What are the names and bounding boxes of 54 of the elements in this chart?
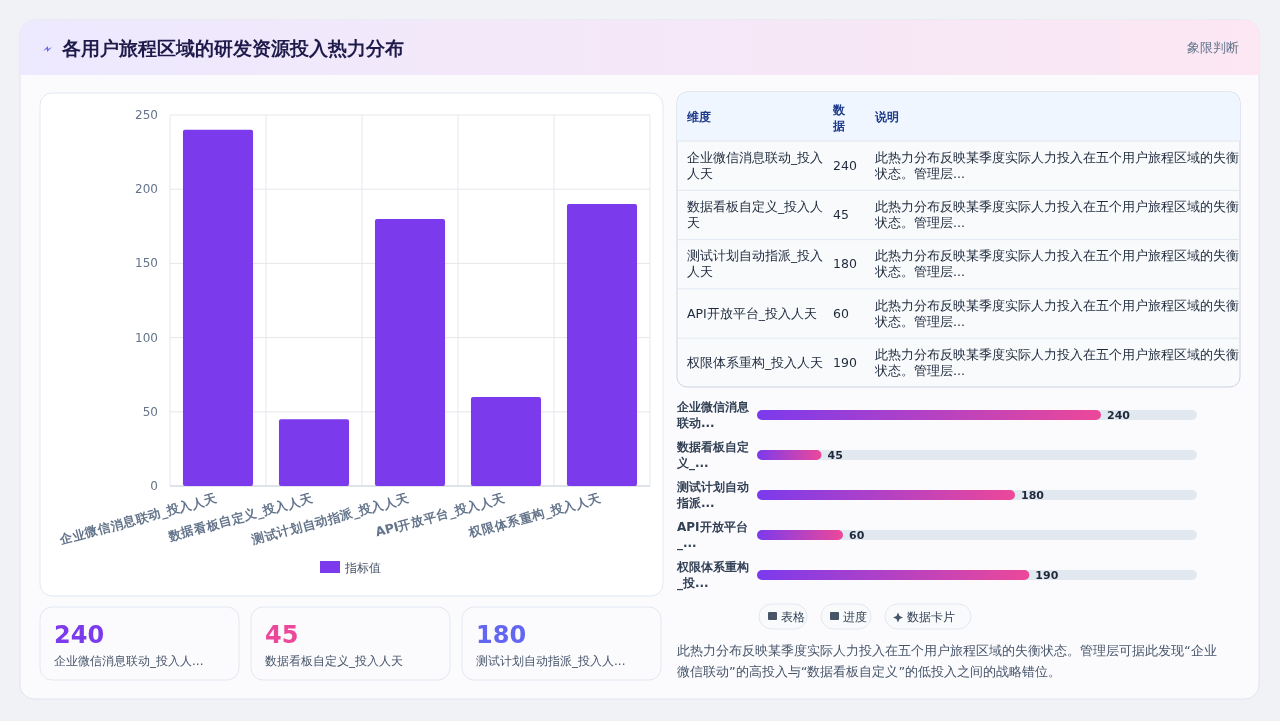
category-label: 数据看板自定义_投入人天 — [265, 654, 403, 668]
chart-title: 各用户旅程区域的研发资源投入热力分布 — [62, 37, 404, 59]
text: 此热力分布反映某季度实际人力投入在五个用户旅程区域的失衡状态。管理层可据此发现“企业微信联动”的高投入与“数据看板自定义”的低投入之间的战略错位。 — [677, 643, 1217, 679]
text: 此热力分布反映某季度实际人力投入在五个用户旅程区域的失衡状态。管理层... — [874, 149, 1239, 181]
data-label: 180 — [1021, 489, 1045, 502]
category-label: 企业微信消息联动_投入人天 — [687, 149, 824, 181]
y-tick-label: 权限体系重构_投... — [676, 560, 749, 591]
text: 维度 — [686, 110, 711, 124]
text: 数据卡片 — [907, 610, 955, 624]
data-label: 45 — [833, 206, 849, 222]
text: 进度 — [843, 610, 867, 624]
text: 象限判断 — [1187, 40, 1239, 55]
category-label: 数据看板自定义_投入人天 — [687, 198, 824, 230]
data-label: 45 — [827, 449, 843, 462]
text: 说明 — [874, 110, 899, 124]
bar — [182, 129, 254, 486]
category-label: 测试计划自动指派_投入人... — [476, 654, 626, 668]
y-tick-label: 100 — [135, 330, 158, 345]
bar — [757, 450, 822, 460]
data-label: 60 — [849, 529, 865, 542]
text: 此热力分布反映某季度实际人力投入在五个用户旅程区域的失衡状态。管理层... — [874, 198, 1239, 230]
data-label: 180 — [833, 256, 857, 272]
y-tick-label: API开放平台_... — [677, 520, 748, 551]
text: 此热力分布反映某季度实际人力投入在五个用户旅程区域的失衡状态。管理层... — [874, 248, 1239, 280]
text: 此热力分布反映某季度实际人力投入在五个用户旅程区域的失衡状态。管理层... — [874, 346, 1239, 378]
y-tick-label: 0 — [150, 479, 158, 493]
bar — [566, 204, 638, 486]
y-tick-label: 数据看板自定义_... — [676, 440, 749, 471]
data-label: 240 — [54, 621, 105, 649]
data-label: 45 — [265, 621, 299, 649]
data-label: 180 — [476, 621, 527, 649]
data-label: 190 — [833, 354, 857, 370]
data-label: 60 — [833, 305, 849, 321]
category-label: API开放平台_投入人天 — [687, 305, 818, 321]
category-label: 测试计划自动指派_投入人天 — [687, 248, 824, 280]
y-tick-label: 200 — [135, 182, 158, 197]
bar — [278, 419, 350, 486]
y-tick-label: 50 — [142, 404, 158, 419]
data-label: 190 — [1035, 569, 1059, 582]
y-tick-label: 企业微信消息联动... — [676, 400, 750, 430]
bar — [470, 396, 542, 486]
bar — [374, 218, 446, 486]
y-tick-label: 150 — [135, 256, 158, 271]
y-tick-label: 250 — [135, 108, 158, 122]
data-label: 240 — [1107, 409, 1131, 422]
category-label: 企业微信消息联动_投入人... — [54, 654, 204, 668]
legend-label: 指标值 — [344, 561, 381, 575]
text: 表格 — [781, 610, 805, 624]
text: 数据 — [832, 103, 846, 133]
category-label: 权限体系重构_投入人天 — [686, 354, 824, 370]
data-label: 240 — [833, 157, 857, 173]
y-tick-label: 测试计划自动指派... — [676, 480, 749, 510]
bar — [757, 530, 843, 540]
text: 此热力分布反映某季度实际人力投入在五个用户旅程区域的失衡状态。管理层... — [874, 297, 1239, 329]
